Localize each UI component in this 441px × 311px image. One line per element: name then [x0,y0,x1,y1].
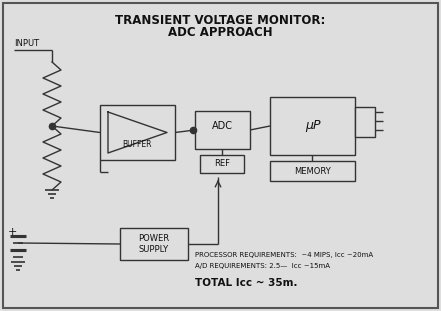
Bar [270,161,355,181]
Text: ADC: ADC [212,121,233,131]
Bar [270,97,355,155]
Text: μP: μP [305,119,320,132]
Bar [201,155,244,173]
Text: ADC APPROACH: ADC APPROACH [168,26,272,39]
Text: A/D REQUIREMENTS: 2.5—  Iᴄᴄ ~15mA: A/D REQUIREMENTS: 2.5— Iᴄᴄ ~15mA [195,263,330,269]
Text: MEMORY: MEMORY [294,166,331,175]
Text: BUFFER: BUFFER [123,140,152,149]
Bar [355,107,375,137]
Bar [100,105,175,160]
Text: PROCESSOR REQUIREMENTS:  ~4 MIPS, Iᴄᴄ ~20mA: PROCESSOR REQUIREMENTS: ~4 MIPS, Iᴄᴄ ~20… [195,252,373,258]
Text: +: + [7,227,17,237]
Bar [120,228,188,260]
Text: TOTAL Iᴄᴄ ~ 35m.: TOTAL Iᴄᴄ ~ 35m. [195,278,298,288]
Text: POWER
SUPPLY: POWER SUPPLY [138,234,169,254]
Text: REF: REF [214,160,231,169]
Text: INPUT: INPUT [14,39,39,48]
Bar [195,111,250,149]
Text: TRANSIENT VOLTAGE MONITOR:: TRANSIENT VOLTAGE MONITOR: [115,14,325,27]
